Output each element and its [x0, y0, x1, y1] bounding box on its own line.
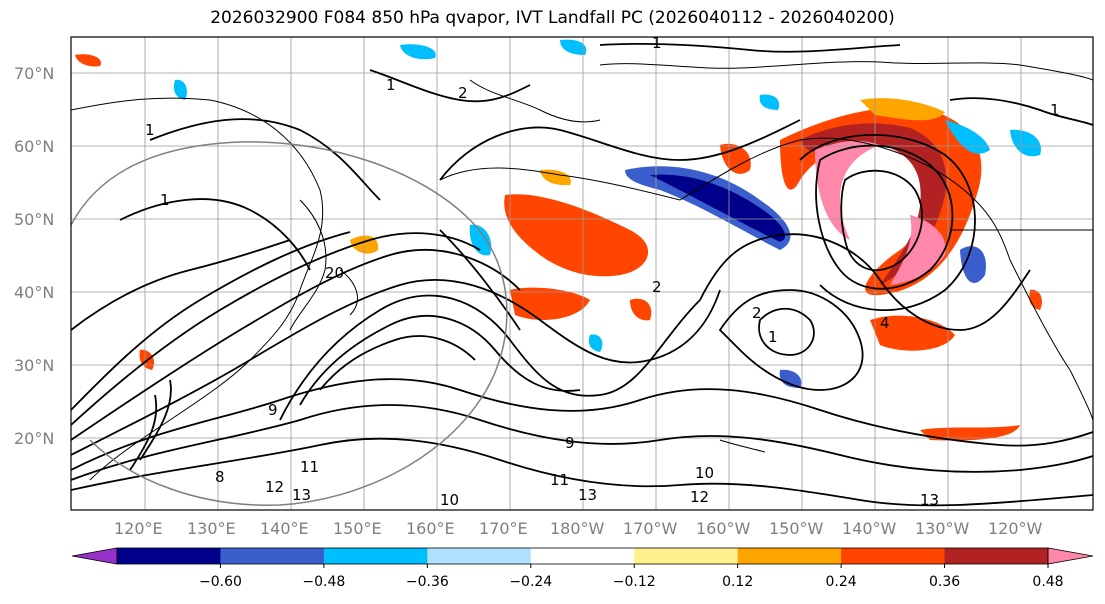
colorbar-swatch: [530, 548, 635, 564]
colorbar-tick-label: 0.24: [826, 574, 857, 590]
contour-label: 13: [920, 491, 939, 509]
contour-label: 9: [565, 434, 575, 452]
colorbar-tick-label: −0.48: [302, 574, 345, 590]
colorbar-extend-low: [71, 547, 118, 565]
contour-label: 1: [1050, 101, 1060, 119]
colorbar-swatch: [634, 548, 739, 564]
contour-label: 1: [160, 191, 170, 209]
contour-label: 12: [265, 478, 284, 496]
contour-label: 11: [550, 471, 569, 489]
contour-label: 10: [695, 464, 714, 482]
colorbar-tick-label: −0.24: [509, 574, 552, 590]
lon-label: 170°E: [479, 519, 528, 538]
latitude-labels: 70°N 60°N 50°N 40°N 30°N 20°N: [14, 64, 54, 448]
contour-label: 2: [458, 84, 468, 102]
colorbar-extend-high: [1047, 547, 1094, 565]
colorbar-frame: [116, 547, 1049, 565]
ivt-contours: [71, 42, 1093, 507]
lat-label: 40°N: [14, 283, 54, 302]
contour-label: 8: [215, 468, 225, 486]
lon-label: 120°W: [988, 519, 1043, 538]
lat-label: 70°N: [14, 64, 54, 83]
contour-label: 2: [752, 304, 762, 322]
contour-label: 10: [440, 491, 459, 509]
lon-label: 150°W: [769, 519, 824, 538]
longitude-labels: 120°E 130°E 140°E 150°E 160°E 170°E 180°…: [114, 519, 1043, 538]
contour-label: 11: [300, 458, 319, 476]
colorbar-tick-label: 0.48: [1032, 574, 1063, 590]
contour-label: 1: [652, 34, 662, 52]
lon-label: 170°W: [623, 519, 678, 538]
contour-label: 20: [325, 264, 344, 282]
lon-label: 140°E: [260, 519, 309, 538]
lon-label: 120°E: [114, 519, 163, 538]
map-title: 2026032900 F084 850 hPa qvapor, IVT Land…: [210, 8, 895, 28]
colorbar-swatch: [220, 548, 325, 564]
lat-label: 50°N: [14, 210, 54, 229]
shading-layer: [75, 39, 1042, 441]
lat-label: 60°N: [14, 137, 54, 156]
contour-label: 2: [652, 278, 662, 296]
colorbar-tick-label: 0.12: [722, 574, 753, 590]
colorbar-tick-label: 0.36: [929, 574, 960, 590]
colorbar-tick-label: −0.60: [199, 574, 242, 590]
colorbar-swatch: [841, 548, 946, 564]
lon-label: 160°W: [696, 519, 751, 538]
map-frame: [70, 36, 1094, 511]
lon-label: 130°W: [915, 519, 970, 538]
contour-label: 13: [292, 486, 311, 504]
contour-label: 1: [768, 328, 778, 346]
lat-label: 30°N: [14, 356, 54, 375]
lon-label: 160°E: [406, 519, 455, 538]
lon-label: 130°E: [187, 519, 236, 538]
lon-label: 140°W: [842, 519, 897, 538]
lon-label: 180°W: [550, 519, 605, 538]
coastlines: [71, 61, 1093, 481]
colorbar-swatch: [944, 548, 1049, 564]
contour-label: 1: [386, 76, 396, 94]
colorbar-swatch: [737, 548, 842, 564]
colorbar-swatch: [427, 548, 532, 564]
colorbar-tick-label: −0.12: [613, 574, 656, 590]
contour-label: 9: [268, 401, 278, 419]
colorbar-swatch: [323, 548, 428, 564]
landfall-radius-circle: [71, 141, 508, 506]
contour-labels: 1 2 1 1 1 20 9 10 11 12 13 13 12 11 10 4…: [145, 34, 1060, 509]
contour-label: 12: [690, 488, 709, 506]
contour-label: 4: [880, 314, 890, 332]
colorbar-swatch: [117, 548, 221, 564]
colorbar-tick-label: −0.36: [406, 574, 449, 590]
lat-label: 20°N: [14, 429, 54, 448]
colorbar: −0.60 −0.48 −0.36 −0.24 −0.12 0.12 0.24 0.36 0.4…: [71, 547, 1094, 590]
lon-label: 150°E: [333, 519, 382, 538]
contour-label: 1: [145, 121, 155, 139]
contour-label: 13: [578, 486, 597, 504]
